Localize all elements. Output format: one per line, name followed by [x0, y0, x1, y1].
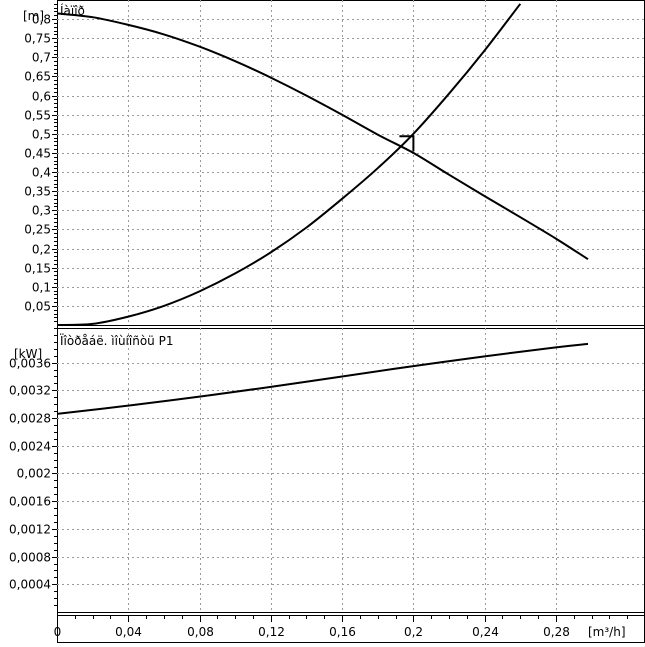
x-tick-label: 0,04 [115, 625, 142, 639]
power-y-tick-label: 0,0004 [9, 578, 51, 592]
head-y-tick-label: 0,65 [24, 70, 51, 84]
operating-point-marker [399, 135, 415, 152]
power-panel-title: Ïîòðåáë. ìîùíîñòü P1 [60, 333, 173, 348]
head-grid [57, 0, 645, 325]
x-tick-label: 0,24 [472, 625, 499, 639]
system-curve [56, 3, 522, 326]
power-grid [57, 328, 645, 612]
head-y-tick-label: 0,8 [32, 13, 51, 27]
head-y-tick-label: 0,05 [24, 300, 51, 314]
head-y-tick-label: 0,6 [32, 90, 51, 104]
head-y-tick-label: 0,5 [32, 128, 51, 142]
power-y-tick-label: 0,0016 [9, 495, 51, 509]
head-y-tick-label: 0,55 [24, 109, 51, 123]
x-tick-label: 0,2 [404, 625, 423, 639]
head-y-tick-label: 0,15 [24, 262, 51, 276]
x-tick-label: 0,12 [258, 625, 285, 639]
power-unit-label: [kW] [14, 347, 42, 361]
head-unit-label: [m] [23, 9, 44, 23]
chart-frame [57, 0, 645, 643]
power-y-tick-label: 0,0032 [9, 384, 51, 398]
head-panel-title: Íàïîð [60, 3, 85, 18]
power-y-tick-label: 0,0036 [9, 357, 51, 371]
pump-head-curve [56, 12, 589, 261]
x-tick-label: 0,28 [543, 625, 570, 639]
power-y-tick-label: 0,002 [17, 467, 51, 481]
power-y-tick-label: 0,0012 [9, 523, 51, 537]
head-y-tick-label: 0,35 [24, 185, 51, 199]
x-unit-label: [m³/h] [588, 625, 626, 639]
power-curve [56, 342, 589, 415]
power-y-tick-label: 0,0024 [9, 440, 51, 454]
head-y-tick-label: 0,4 [32, 166, 51, 180]
power-y-ticks: 0,0004 0,0008 0,0012 0,0016 0,002 0,0024 0,002… [9, 328, 57, 606]
head-y-tick-label: 0,1 [32, 281, 51, 295]
head-y-tick-label: 0,45 [24, 147, 51, 161]
power-y-tick-label: 0,0008 [9, 551, 51, 565]
head-y-tick-label: 0,7 [32, 51, 51, 65]
head-y-tick-label: 0,2 [32, 243, 51, 257]
x-ticks: 0 0,04 0,08 0,12 0,16 0,2 0,24 0,28 [54, 615, 628, 639]
head-y-tick-label: 0,75 [24, 32, 51, 46]
head-y-ticks: 0,05 0,1 0,15 0,2 0,25 0,3 0,35 0,4 0,45 0,5 0,55 0… [24, 4, 57, 322]
x-tick-label: 0,08 [187, 625, 214, 639]
curves [56, 3, 589, 415]
head-y-tick-label: 0,25 [24, 223, 51, 237]
head-y-tick-label: 0,3 [32, 204, 51, 218]
x-tick-label: 0 [54, 625, 62, 639]
x-tick-label: 0,16 [329, 625, 356, 639]
power-y-tick-label: 0,0028 [9, 412, 51, 426]
